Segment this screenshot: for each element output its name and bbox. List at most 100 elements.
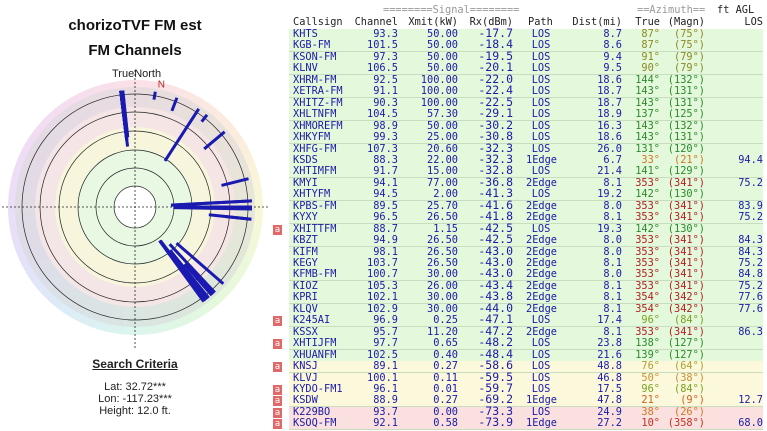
cell-c[interactable]: KPBS-FM [293,199,337,212]
cell-c[interactable]: XHRM-FM [293,73,337,86]
cell-ch: 91.1 [373,85,398,98]
cell-p: LOS [531,405,551,418]
column-header[interactable]: (Magn) [667,16,705,28]
cell-c[interactable]: XHUANFM [293,348,337,361]
alert-badge[interactable]: a [273,419,282,430]
cell-t: 87° [641,39,660,52]
table-row[interactable]: KSDW 88.9 0.27 -69.2 1Edge 47.8 21° (9°) 12.7 [289,394,763,408]
cell-c[interactable]: KGB-FM [293,39,331,52]
cell-c[interactable]: KPRI [293,291,318,304]
table-row[interactable]: XHRM-FM 92.5 100.00 -22.0 LOS 18.6 144° (132°) [289,73,763,87]
column-header[interactable]: Channel [354,16,398,28]
column-header[interactable]: Dist(mi) [572,16,622,28]
cell-c[interactable]: KSDW [293,394,318,407]
cell-ch: 99.3 [373,131,398,144]
cell-m: (26°) [674,405,705,418]
cell-x: 50.00 [427,119,458,132]
column-header[interactable]: Path [528,16,553,28]
cell-c[interactable]: KIFM [293,245,318,258]
cell-c[interactable]: XHKYFM [293,131,331,144]
column-header[interactable]: Callsign [293,16,343,28]
cell-c[interactable]: KLNV [293,62,318,75]
cell-c[interactable]: KSDS [293,153,318,166]
cell-x: 0.40 [433,348,458,361]
cell-d: 8.6 [603,39,622,52]
cell-t: 353° [635,199,660,212]
cell-x: 26.50 [427,257,458,269]
cell-p: LOS [531,314,551,327]
table-row[interactable]: KSOQ-FM 92.1 0.58 -73.9 1Edge 27.2 10° (358°) 68… [289,417,763,431]
cell-c[interactable]: KYXY [293,211,318,224]
cell-p: LOS [531,62,551,75]
cell-ch: 100.1 [367,371,398,384]
cell-c[interactable]: KSOQ-FM [293,417,337,430]
alert-badge[interactable]: a [273,316,282,327]
cell-c[interactable]: KYDO-FM1 [293,382,343,395]
cell-p: LOS [531,108,551,121]
agl-group-header: ft AGL [717,4,755,16]
cell-c[interactable]: KNSJ [293,360,318,373]
cell-p: 1Edge [526,394,557,407]
alert-badge[interactable]: a [273,384,282,395]
cell-d: 18.7 [597,85,622,98]
cell-ch: 93.3 [373,28,398,40]
cell-ch: 105.3 [367,279,398,292]
alert-badge[interactable]: a [273,396,282,407]
alert-badge[interactable]: a [273,362,282,373]
table-row[interactable]: KLNV 106.5 50.00 -20.1 LOS 9.5 90° (79°) [289,62,763,76]
column-header[interactable]: Xmit(kW) [408,16,458,28]
cell-ch: 107.3 [367,142,398,155]
column-header[interactable]: True [635,16,660,28]
cell-c[interactable]: XHTYFM [293,188,331,201]
cell-c[interactable]: XETRA-FM [293,85,343,98]
cell-m: (75°) [674,39,705,52]
cell-t: 353° [635,268,660,281]
cell-c[interactable]: KLVJ [293,371,318,384]
station-ray [170,97,179,112]
cell-rx: -30.8 [478,129,513,144]
table-row[interactable]: KLVJ 100.1 0.11 -59.5 LOS 46.8 50° (38°) [289,371,763,385]
cell-ch: 104.5 [367,108,398,121]
alert-badge[interactable]: a [273,407,282,418]
cell-t: 142° [635,188,660,201]
alert-badge[interactable]: a [273,339,282,350]
cell-ch: 102.1 [367,291,398,304]
cell-c[interactable]: XHITTFM [293,222,337,235]
cell-c[interactable]: KSSX [293,325,318,338]
cell-c[interactable]: K229BO [293,405,331,418]
cell-c[interactable]: KSON-FM [293,50,337,63]
cell-c[interactable]: KHTS [293,28,318,40]
table-row[interactable]: KSON-FM 97.3 50.00 -19.5 LOS 9.4 91° (79°) [289,50,763,64]
cell-c[interactable]: XHTIMFM [293,165,337,178]
table-row[interactable]: K245AI 96.9 0.25 -47.1 LOS 17.4 96° (84°) [289,314,763,328]
alert-badge[interactable]: a [273,224,282,235]
cell-c[interactable]: KEGY [293,257,318,269]
cell-d: 8.0 [603,245,622,258]
cell-ch: 94.9 [373,234,398,247]
table-row[interactable]: KNSJ 89.1 0.27 -58.6 LOS 48.8 76° (64°) [289,359,763,374]
cell-m: (75°) [674,28,705,40]
cell-p: LOS [531,337,551,350]
station-ray [203,130,226,151]
cell-c[interactable]: KFMB-FM [293,268,337,281]
cell-c[interactable]: XHTIJFM [293,337,337,350]
cell-rx: -43.4 [478,277,513,292]
cell-c[interactable]: KMYI [293,176,318,189]
cell-l: 75.2 [738,279,763,292]
cell-c[interactable]: XHLTNFM [293,108,337,121]
cell-x: 0.25 [433,314,458,327]
cell-c[interactable]: XHMOREFM [293,119,343,132]
column-header[interactable]: LOS [744,16,763,28]
cell-c[interactable]: KLQV [293,302,318,315]
cell-ch: 96.5 [373,211,398,224]
table-row[interactable]: XHKYFM 99.3 25.00 -30.8 LOS 18.6 143° (131°) [289,129,763,145]
cell-c[interactable]: XHFG-FM [293,142,337,155]
cell-c[interactable]: KBZT [293,234,318,247]
table-row[interactable]: KHTS 93.3 50.00 -17.7 LOS 8.7 87° (75°) [289,27,763,41]
cell-c[interactable]: K245AI [293,314,331,327]
column-header[interactable]: Rx(dBm) [469,16,513,28]
cell-t: 353° [635,257,660,269]
cell-c[interactable]: KIOZ [293,279,318,292]
cell-d: 9.4 [603,50,622,63]
cell-c[interactable]: XHITZ-FM [293,96,343,109]
